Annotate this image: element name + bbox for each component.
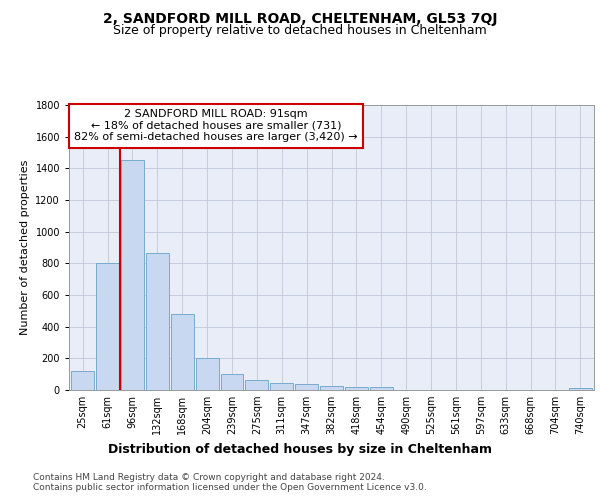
Bar bbox=[295, 384, 318, 390]
Text: Size of property relative to detached houses in Cheltenham: Size of property relative to detached ho… bbox=[113, 24, 487, 37]
Bar bbox=[370, 386, 393, 390]
Bar bbox=[245, 380, 268, 390]
Bar bbox=[196, 358, 218, 390]
Text: Distribution of detached houses by size in Cheltenham: Distribution of detached houses by size … bbox=[108, 442, 492, 456]
Bar bbox=[320, 386, 343, 390]
Bar bbox=[71, 371, 94, 390]
Text: 2 SANDFORD MILL ROAD: 91sqm
← 18% of detached houses are smaller (731)
82% of se: 2 SANDFORD MILL ROAD: 91sqm ← 18% of det… bbox=[74, 110, 358, 142]
Text: Contains HM Land Registry data © Crown copyright and database right 2024.
Contai: Contains HM Land Registry data © Crown c… bbox=[33, 472, 427, 492]
Bar bbox=[121, 160, 144, 390]
Text: 2, SANDFORD MILL ROAD, CHELTENHAM, GL53 7QJ: 2, SANDFORD MILL ROAD, CHELTENHAM, GL53 … bbox=[103, 12, 497, 26]
Bar bbox=[221, 374, 244, 390]
Bar bbox=[96, 264, 119, 390]
Y-axis label: Number of detached properties: Number of detached properties bbox=[20, 160, 30, 335]
Bar bbox=[345, 386, 368, 390]
Bar bbox=[171, 314, 194, 390]
Bar bbox=[569, 388, 592, 390]
Bar bbox=[270, 383, 293, 390]
Bar bbox=[146, 253, 169, 390]
